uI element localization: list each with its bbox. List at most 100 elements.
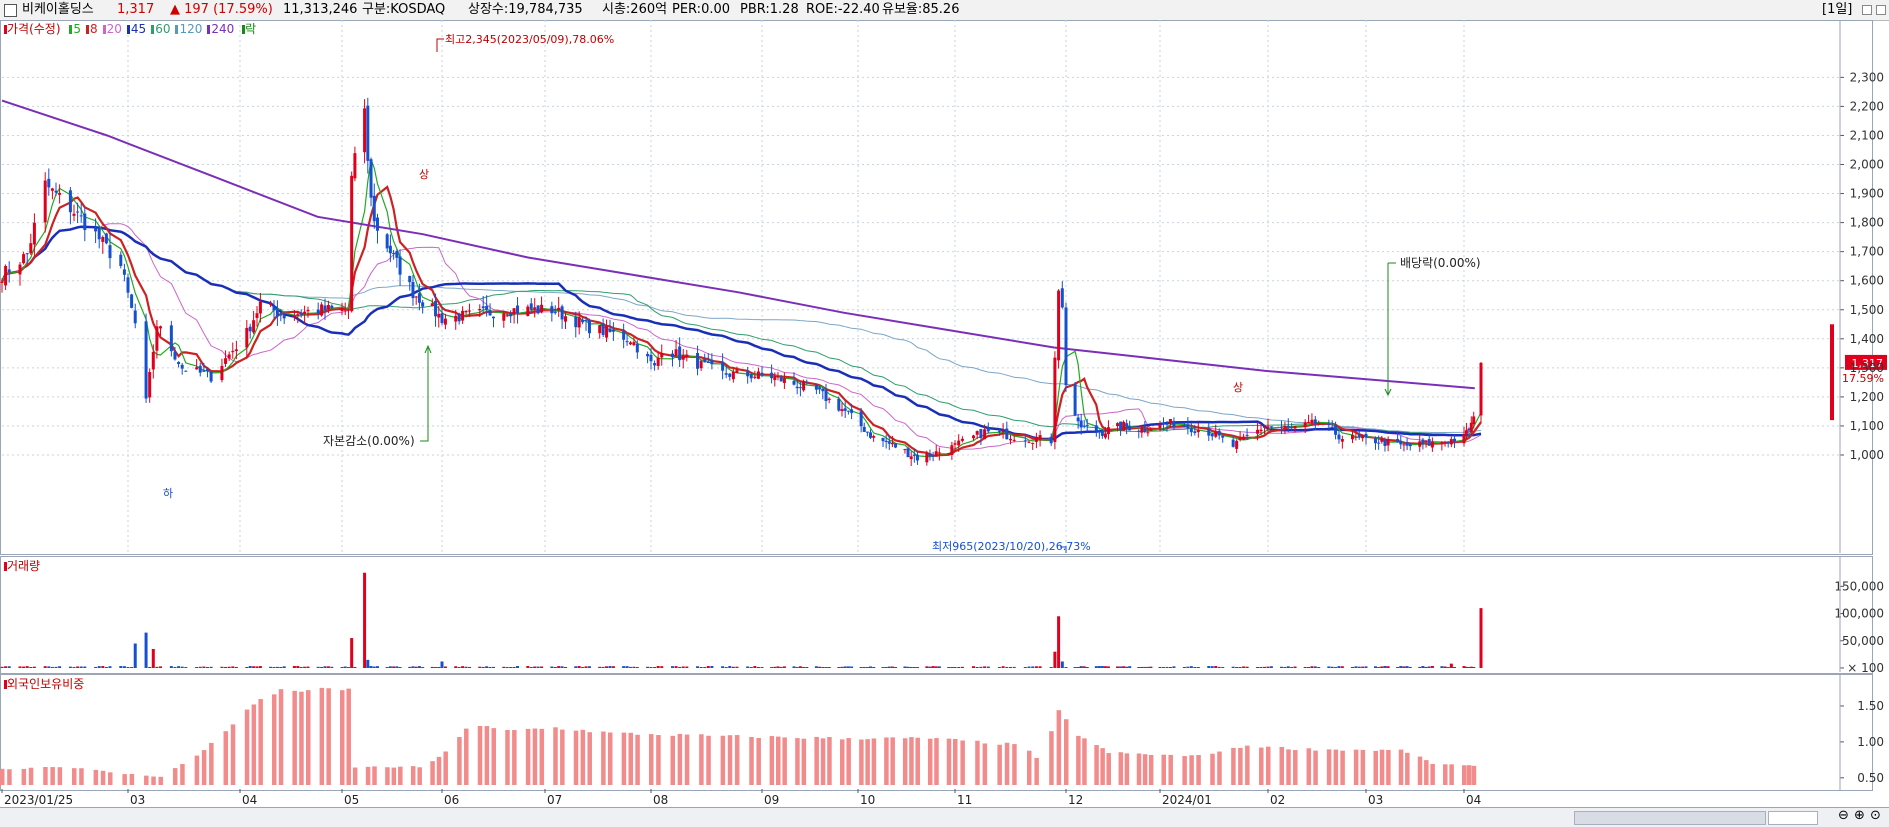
volume-bar (1386, 666, 1390, 668)
legend-marker (242, 25, 246, 34)
volume-bar (884, 667, 888, 668)
candle-body (1330, 426, 1334, 428)
volume-bar (303, 666, 307, 668)
candle-body (1168, 418, 1172, 424)
candle-body (674, 349, 678, 356)
volume-bar (437, 667, 441, 668)
candle-body (195, 367, 199, 370)
candle-body (706, 361, 710, 363)
close-icon[interactable] (1876, 5, 1886, 15)
volume-bar (205, 667, 209, 668)
volume-bar (1402, 666, 1406, 668)
volume-bar (1076, 667, 1080, 668)
candle-body (320, 304, 324, 316)
volume-bar (1128, 666, 1132, 668)
period-selector[interactable]: [1일] (1822, 2, 1853, 17)
volume-bar (369, 666, 373, 668)
foreign-bar (306, 690, 311, 785)
volume-bar (950, 667, 954, 668)
volume-bar (678, 666, 682, 668)
zoom-slider[interactable] (1768, 811, 1818, 825)
volume-bar (1001, 666, 1005, 668)
foreign-bar (1161, 754, 1166, 785)
volume-bar (32, 666, 36, 668)
volume-bar (385, 667, 389, 668)
foreign-bar (865, 739, 870, 785)
volume-bar (1421, 666, 1425, 668)
candle-body (126, 277, 130, 293)
volume-bar (1186, 666, 1190, 668)
candle-body (1283, 426, 1287, 428)
volume-bar (151, 648, 155, 668)
candle-body (1196, 429, 1200, 433)
candle-body (865, 431, 869, 433)
legend-ma-label: 45 (130, 22, 147, 36)
candle-body (1242, 436, 1246, 440)
candle-body (296, 314, 300, 316)
volume-bar (1034, 666, 1038, 668)
legend-marker (4, 680, 7, 689)
volume-bar (746, 666, 750, 668)
candle-body (417, 293, 421, 303)
candle-body (1079, 420, 1083, 428)
candle-body (574, 316, 578, 328)
foreign-bar (628, 732, 633, 785)
candle-body (306, 310, 310, 312)
zoom-in-icon[interactable]: ⊕ (1854, 808, 1865, 823)
volume-bar (660, 666, 664, 668)
volume-bar (601, 666, 605, 668)
zoom-reset-icon[interactable]: ⊙ (1870, 808, 1881, 823)
zoom-out-icon[interactable]: ⊖ (1838, 808, 1849, 823)
foreign-bar (1076, 735, 1081, 785)
volume-bar (649, 667, 653, 668)
checkbox-icon[interactable] (4, 4, 17, 17)
legend-price-label: 가격(수정) (7, 22, 61, 36)
volume-bar (434, 667, 438, 668)
volume-bar (275, 666, 279, 668)
volume-bar (195, 667, 199, 668)
volume-bar (101, 666, 105, 668)
y-tick-label: × 100 (1847, 661, 1884, 674)
candle-body (915, 454, 919, 461)
horizontal-scrollbar[interactable] (1574, 811, 1766, 825)
volume-bar (553, 667, 557, 668)
volume-bar (536, 666, 540, 668)
volume-value: 11,313,246 (283, 2, 358, 17)
volume-bar (533, 666, 537, 668)
foreign-bar (1142, 754, 1148, 785)
volume-bar (581, 667, 585, 668)
volume-bar (706, 666, 710, 668)
y-tick-label: 2,300 (1850, 70, 1884, 84)
foreign-bar (464, 728, 469, 785)
candle-body (678, 346, 682, 361)
capital-marker-line (420, 348, 429, 442)
foreign-bar (223, 731, 229, 785)
candle-body (1231, 439, 1235, 447)
volume-bar (696, 666, 700, 668)
volume-bar (488, 666, 492, 668)
candle-body (385, 234, 389, 249)
volume-bar (353, 666, 357, 668)
volume-bar (1143, 666, 1147, 668)
foreign-bar (982, 743, 988, 785)
candle-body (1380, 439, 1384, 442)
candle-body (937, 452, 941, 454)
volume-bar (1196, 667, 1200, 668)
foreign-bar (975, 740, 980, 785)
volume-bar (421, 667, 425, 668)
volume-bar (184, 667, 188, 668)
candle-body (1418, 441, 1422, 447)
candle-body (245, 327, 249, 348)
volume-bar (47, 666, 51, 668)
candle-body (1303, 422, 1307, 427)
volume-bar (1307, 667, 1311, 668)
minimize-icon[interactable] (1862, 5, 1872, 15)
candle-body (611, 329, 615, 332)
candle-body (122, 269, 126, 275)
foreign-bar (129, 773, 135, 785)
candle-body (198, 365, 202, 373)
volume-bar (1427, 666, 1431, 668)
candle-body (986, 427, 990, 432)
volume-bar (512, 666, 516, 668)
foreign-bar (346, 688, 351, 785)
